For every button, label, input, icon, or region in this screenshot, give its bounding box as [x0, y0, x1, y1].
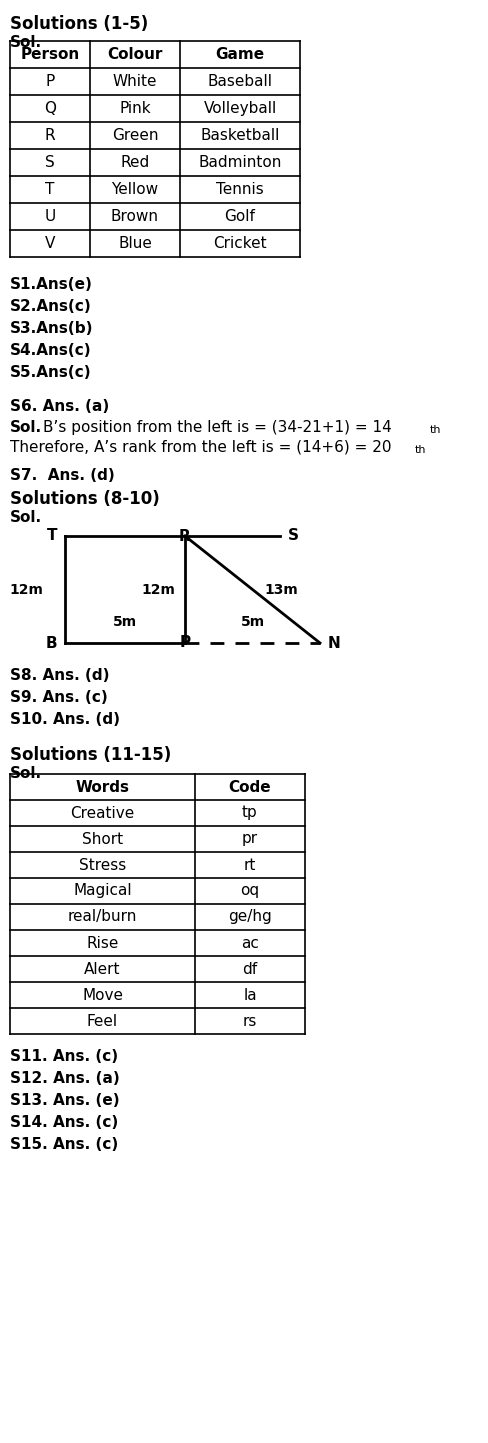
Text: S10. Ans. (d): S10. Ans. (d) — [10, 711, 120, 727]
Text: S1.Ans(e): S1.Ans(e) — [10, 277, 93, 291]
Text: S9. Ans. (c): S9. Ans. (c) — [10, 690, 108, 706]
Text: U: U — [44, 209, 56, 224]
Text: Stress: Stress — [79, 857, 126, 873]
Text: 12m: 12m — [141, 583, 175, 596]
Text: P: P — [45, 74, 55, 89]
Text: 5m: 5m — [113, 615, 137, 629]
Text: R: R — [45, 128, 55, 143]
Text: S: S — [45, 154, 55, 170]
Text: Game: Game — [215, 48, 264, 62]
Text: Alert: Alert — [84, 961, 121, 977]
Text: th: th — [430, 426, 442, 434]
Text: Solutions (11-15): Solutions (11-15) — [10, 746, 171, 763]
Text: B: B — [45, 635, 57, 651]
Text: T: T — [45, 182, 55, 198]
Text: Code: Code — [229, 779, 271, 795]
Text: V: V — [45, 237, 55, 251]
Text: ac: ac — [241, 935, 259, 951]
Text: S5.Ans(c): S5.Ans(c) — [10, 365, 92, 380]
Text: tp: tp — [242, 805, 258, 821]
Text: Golf: Golf — [224, 209, 255, 224]
Text: Cricket: Cricket — [213, 237, 267, 251]
Text: Q: Q — [44, 101, 56, 115]
Text: 5m: 5m — [241, 615, 264, 629]
Text: S13. Ans. (e): S13. Ans. (e) — [10, 1092, 120, 1108]
Text: Person: Person — [20, 48, 80, 62]
Text: Brown: Brown — [111, 209, 159, 224]
Text: Creative: Creative — [70, 805, 135, 821]
Text: la: la — [243, 987, 257, 1003]
Text: S14. Ans. (c): S14. Ans. (c) — [10, 1115, 118, 1130]
Text: S2.Ans(c): S2.Ans(c) — [10, 299, 92, 315]
Text: Sol.: Sol. — [10, 766, 42, 781]
Text: Pink: Pink — [119, 101, 151, 115]
Text: B’s position from the left is = (34-21+1) = 14: B’s position from the left is = (34-21+1… — [43, 420, 392, 434]
Text: S6. Ans. (a): S6. Ans. (a) — [10, 400, 109, 414]
Text: th: th — [415, 444, 427, 455]
Text: S8. Ans. (d): S8. Ans. (d) — [10, 668, 109, 683]
Text: Red: Red — [121, 154, 150, 170]
Text: White: White — [113, 74, 157, 89]
Text: ge/hg: ge/hg — [228, 909, 272, 925]
Text: S7.  Ans. (d): S7. Ans. (d) — [10, 468, 115, 483]
Text: Solutions (8-10): Solutions (8-10) — [10, 491, 160, 508]
Text: S4.Ans(c): S4.Ans(c) — [10, 343, 92, 358]
Text: Therefore, A’s rank from the left is = (14+6) = 20: Therefore, A’s rank from the left is = (… — [10, 440, 391, 455]
Text: P: P — [180, 635, 190, 649]
Text: Magical: Magical — [73, 883, 132, 899]
Text: S3.Ans(b): S3.Ans(b) — [10, 320, 94, 336]
Text: N: N — [328, 635, 341, 651]
Text: Move: Move — [82, 987, 123, 1003]
Text: S: S — [288, 528, 299, 544]
Text: Sol.: Sol. — [10, 509, 42, 525]
Text: 12m: 12m — [9, 583, 43, 596]
Text: R: R — [179, 530, 191, 544]
Text: Sol.: Sol. — [10, 420, 42, 434]
Text: Feel: Feel — [87, 1013, 118, 1029]
Text: S12. Ans. (a): S12. Ans. (a) — [10, 1071, 120, 1087]
Text: Solutions (1-5): Solutions (1-5) — [10, 14, 148, 33]
Text: Green: Green — [112, 128, 158, 143]
Text: Rise: Rise — [86, 935, 119, 951]
Text: real/burn: real/burn — [68, 909, 137, 925]
Text: Words: Words — [76, 779, 129, 795]
Text: Badminton: Badminton — [198, 154, 282, 170]
Text: 13m: 13m — [264, 583, 298, 596]
Text: rt: rt — [244, 857, 256, 873]
Text: pr: pr — [242, 831, 258, 847]
Text: rs: rs — [243, 1013, 257, 1029]
Text: Blue: Blue — [118, 237, 152, 251]
Text: Sol.: Sol. — [10, 35, 42, 51]
Text: Tennis: Tennis — [216, 182, 264, 198]
Text: oq: oq — [241, 883, 260, 899]
Text: Short: Short — [82, 831, 123, 847]
Text: T: T — [46, 528, 57, 544]
Text: df: df — [243, 961, 258, 977]
Text: Basketball: Basketball — [200, 128, 280, 143]
Text: Volleyball: Volleyball — [203, 101, 277, 115]
Text: Yellow: Yellow — [111, 182, 159, 198]
Text: S11. Ans. (c): S11. Ans. (c) — [10, 1049, 118, 1063]
Text: Colour: Colour — [107, 48, 163, 62]
Text: Baseball: Baseball — [207, 74, 272, 89]
Text: S15. Ans. (c): S15. Ans. (c) — [10, 1137, 118, 1152]
